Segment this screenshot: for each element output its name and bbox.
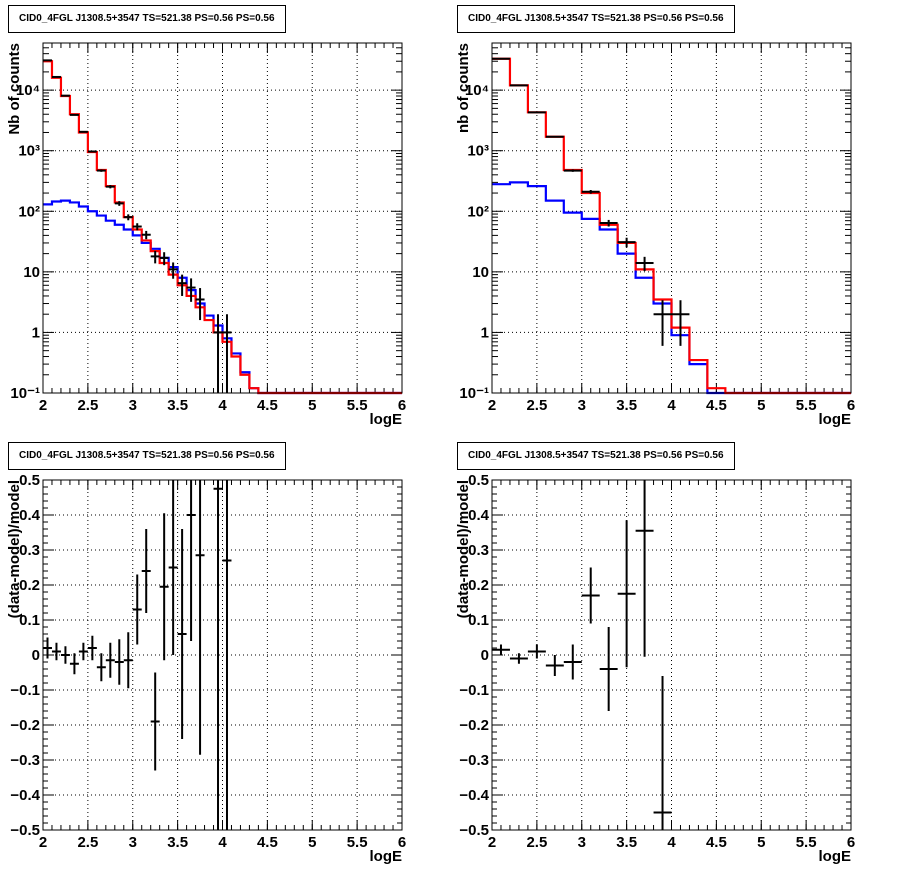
y-tick-label: 10 <box>472 264 489 281</box>
y-tick-label: 0 <box>481 647 489 664</box>
x-tick-label: 4.5 <box>257 834 278 851</box>
y-tick-label: 0.5 <box>19 472 40 489</box>
x-tick-label: 4.5 <box>257 397 278 414</box>
plot-area <box>492 480 851 830</box>
y-tick-label: 0.2 <box>468 577 489 594</box>
x-tick-label: 2 <box>39 397 47 414</box>
x-tick-label: 2.5 <box>77 834 98 851</box>
x-tick-label: 5 <box>308 834 316 851</box>
x-tick-label: 4.5 <box>706 834 727 851</box>
y-tick-label: 10³ <box>467 143 489 160</box>
x-tick-label: 2.5 <box>526 834 547 851</box>
y-tick-label: −0.5 <box>10 822 40 839</box>
x-tick-label: 4.5 <box>706 397 727 414</box>
y-tick-label: 10⁻¹ <box>10 385 40 402</box>
plot-frame <box>491 479 852 831</box>
y-tick-label: 10⁻¹ <box>459 385 489 402</box>
x-tick-label: 4 <box>667 397 676 414</box>
chart-panel-bottom-right: 2 2.5 3 3.5 4 4.5 5 5.5 6 −0.5 −0.4 −0.3 −0.2 −0.1 0 0.… <box>449 437 898 875</box>
y-tick-label: 10⁴ <box>16 82 40 99</box>
chart-panel-top-left: 2 2.5 3 3.5 4 4.5 5 5.5 6 10⁻¹ 1 10 10² 10³ 10⁴ logE Nb … <box>0 0 449 437</box>
chart-title: CID0_4FGL J1308.5+3547 TS=521.38 PS=0.56… <box>457 5 735 33</box>
residual-chart-fine-bins: 2 2.5 3 3.5 4 4.5 5 5.5 6 −0.5 −0.4 −0.3 −0.2 −0.1 0 0.… <box>6 472 406 865</box>
y-tick-label: 10² <box>467 203 489 220</box>
x-tick-label: 6 <box>398 834 406 851</box>
x-tick-label: 3 <box>578 397 586 414</box>
plot-frame <box>42 42 403 394</box>
x-tick-label: 3.5 <box>167 397 188 414</box>
y-tick-label: 0.2 <box>19 577 40 594</box>
y-tick-label: 1 <box>32 324 40 341</box>
y-tick-label: −0.1 <box>10 682 40 699</box>
y-tick-label: −0.1 <box>459 682 489 699</box>
y-tick-label: −0.4 <box>10 787 40 804</box>
chart-title: CID0_4FGL J1308.5+3547 TS=521.38 PS=0.56… <box>457 442 735 470</box>
y-axis-label: Nb of counts <box>6 43 23 135</box>
x-tick-label: 5.5 <box>347 397 368 414</box>
x-tick-label: 3.5 <box>167 834 188 851</box>
y-tick-label: 10⁴ <box>465 82 489 99</box>
y-tick-label: 0.3 <box>19 542 40 559</box>
x-tick-label: 4 <box>218 397 227 414</box>
residual-chart-coarse-bins: 2 2.5 3 3.5 4 4.5 5 5.5 6 −0.5 −0.4 −0.3 −0.2 −0.1 0 0.… <box>455 472 855 865</box>
y-tick-label: 10³ <box>18 143 40 160</box>
y-tick-label: −0.2 <box>459 717 489 734</box>
x-tick-label: 4 <box>667 834 676 851</box>
x-tick-label: 5.5 <box>347 834 368 851</box>
plot-area <box>43 480 402 830</box>
y-tick-label: −0.3 <box>10 752 40 769</box>
x-tick-label: 6 <box>847 834 855 851</box>
chart-panel-bottom-left: 2 2.5 3 3.5 4 4.5 5 5.5 6 −0.5 −0.4 −0.3 −0.2 −0.1 0 0.… <box>0 437 449 875</box>
x-tick-label: 2 <box>39 834 47 851</box>
x-tick-label: 5 <box>757 397 765 414</box>
y-tick-label: 0.1 <box>19 612 40 629</box>
x-tick-label: 6 <box>398 397 406 414</box>
y-tick-label: 0.3 <box>468 542 489 559</box>
y-axis-label: (data-model)/model <box>6 480 23 618</box>
x-tick-label: 2 <box>488 834 496 851</box>
x-axis-label: logE <box>819 848 852 865</box>
x-tick-label: 3 <box>129 834 137 851</box>
x-tick-label: 3 <box>578 834 586 851</box>
y-tick-label: 0.5 <box>468 472 489 489</box>
counts-chart-coarse-bins: 2 2.5 3 3.5 4 4.5 5 5.5 6 10⁻¹ 1 10 10² 10³ 10⁴ logE nb … <box>455 42 855 428</box>
x-tick-label: 3 <box>129 397 137 414</box>
chart-panel-top-right: 2 2.5 3 3.5 4 4.5 5 5.5 6 10⁻¹ 1 10 10² 10³ 10⁴ logE nb … <box>449 0 898 437</box>
plot-frame <box>42 479 403 831</box>
y-axis-label: (data-model)/model <box>455 480 472 618</box>
x-tick-label: 6 <box>847 397 855 414</box>
x-tick-label: 2.5 <box>526 397 547 414</box>
x-tick-label: 4 <box>218 834 227 851</box>
y-tick-label: 10 <box>23 264 40 281</box>
chart-title: CID0_4FGL J1308.5+3547 TS=521.38 PS=0.56… <box>8 5 286 33</box>
y-tick-label: 0.4 <box>468 507 490 524</box>
counts-chart-wide-bins: 2 2.5 3 3.5 4 4.5 5 5.5 6 10⁻¹ 1 10 10² 10³ 10⁴ logE Nb … <box>6 42 406 428</box>
y-tick-label: 0.4 <box>19 507 41 524</box>
x-axis-label: logE <box>370 411 403 428</box>
y-tick-label: −0.5 <box>459 822 489 839</box>
y-tick-label: 1 <box>481 324 489 341</box>
x-tick-label: 3.5 <box>616 397 637 414</box>
y-axis-label: nb of counts <box>455 43 472 133</box>
x-tick-label: 5 <box>308 397 316 414</box>
x-tick-label: 3.5 <box>616 834 637 851</box>
x-tick-label: 2 <box>488 397 496 414</box>
y-tick-label: −0.4 <box>459 787 489 804</box>
y-tick-label: 0.1 <box>468 612 489 629</box>
x-tick-label: 5.5 <box>796 834 817 851</box>
plot-frame <box>491 42 852 394</box>
y-tick-label: 10² <box>18 203 40 220</box>
x-tick-label: 5.5 <box>796 397 817 414</box>
x-tick-label: 5 <box>757 834 765 851</box>
chart-title: CID0_4FGL J1308.5+3547 TS=521.38 PS=0.56… <box>8 442 286 470</box>
y-tick-label: −0.3 <box>459 752 489 769</box>
y-tick-label: −0.2 <box>10 717 40 734</box>
y-tick-label: 0 <box>32 647 40 664</box>
x-axis-label: logE <box>370 848 403 865</box>
x-tick-label: 2.5 <box>77 397 98 414</box>
x-axis-label: logE <box>819 411 852 428</box>
